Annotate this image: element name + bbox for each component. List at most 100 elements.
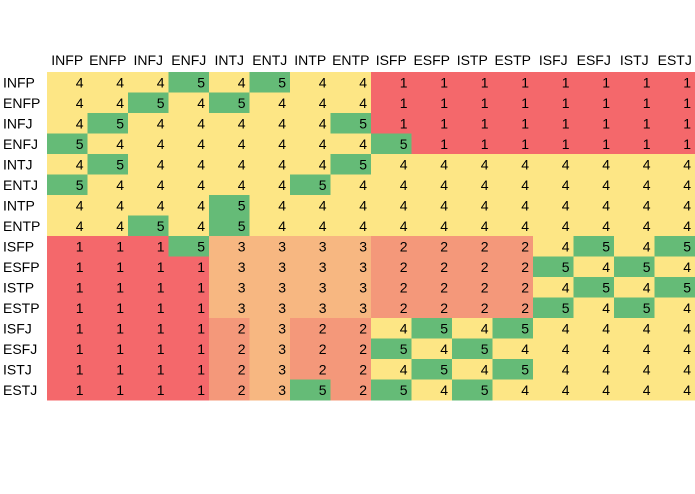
cell-value-label: 5 <box>238 95 246 111</box>
cell-value-label: 4 <box>319 197 327 213</box>
cell-value-label: 4 <box>683 341 691 357</box>
cell-value-label: 1 <box>521 136 529 152</box>
cell-estp-esfp <box>411 297 453 319</box>
column-tick-labels: INFP ENFP INFJ ENFJ INTJ ENTJ INTP ENTP ISFP ESFP… <box>51 52 692 68</box>
cell-istj-istj <box>614 359 655 380</box>
cell-enfp-estj <box>654 92 695 114</box>
cell-infj-isfp <box>371 113 412 134</box>
cell-value-label: 5 <box>683 238 691 254</box>
cell-value-label: 1 <box>643 95 651 111</box>
cell-value-label: 1 <box>157 279 165 295</box>
cell-esfp-istp <box>452 256 493 278</box>
cell-value-label: 2 <box>238 341 246 357</box>
cell-value-label: 4 <box>643 341 651 357</box>
cell-estp-infj <box>128 297 169 319</box>
cell-value-label: 4 <box>683 361 691 377</box>
cell-value-label: 4 <box>602 197 610 213</box>
cell-value-label: 5 <box>359 156 367 172</box>
cell-value-label: 1 <box>116 382 124 398</box>
cell-estj-isfp <box>371 379 412 401</box>
cell-entj-infj <box>128 174 169 196</box>
cell-entp-infj <box>128 215 169 237</box>
cell-value-label: 5 <box>319 382 327 398</box>
cell-value-label: 5 <box>521 320 529 336</box>
cell-esfp-istj <box>614 256 655 278</box>
cell-entj-istp <box>452 174 493 196</box>
cell-entp-istj <box>614 215 655 237</box>
cell-infp-estp <box>492 72 534 93</box>
cell-value-label: 1 <box>76 259 84 275</box>
cell-value-label: 1 <box>157 382 165 398</box>
cell-istj-intj <box>209 359 250 380</box>
cell-value-label: 4 <box>157 156 165 172</box>
cell-estj-intp <box>290 379 331 401</box>
cell-istj-estj <box>654 359 695 380</box>
row-label-isfp: ISFP <box>3 238 34 254</box>
cell-estj-esfj <box>573 379 615 401</box>
cell-istp-enfp <box>87 277 129 298</box>
cell-value-label: 2 <box>359 382 367 398</box>
cell-value-label: 4 <box>562 218 570 234</box>
cell-esfj-entp <box>330 338 372 360</box>
cell-istp-estp <box>492 277 534 298</box>
cell-value-label: 1 <box>521 115 529 131</box>
cell-isfp-isfj <box>533 236 574 257</box>
cell-isfj-istp <box>452 318 493 339</box>
cell-value-label: 4 <box>643 279 651 295</box>
cell-isfp-istp <box>452 236 493 257</box>
cell-infp-enfj <box>168 72 210 93</box>
cell-istp-intj <box>209 277 250 298</box>
column-label-esfj: ESFJ <box>577 52 611 68</box>
cell-intj-enfj <box>168 154 210 175</box>
cell-istp-entj <box>249 277 291 298</box>
cell-estp-intp <box>290 297 331 319</box>
cell-value-label: 1 <box>683 74 691 90</box>
cell-estp-estj <box>654 297 695 319</box>
cell-enfj-enfj <box>168 133 210 155</box>
cell-value-label: 1 <box>157 341 165 357</box>
cell-istp-esfj <box>573 277 615 298</box>
cell-value-label: 4 <box>197 115 205 131</box>
cell-value-label: 4 <box>602 218 610 234</box>
cell-value-label: 4 <box>400 197 408 213</box>
cell-infj-entj <box>249 113 291 134</box>
cell-value-label: 1 <box>481 74 489 90</box>
cell-value-label: 1 <box>197 259 205 275</box>
column-label-entp: ENTP <box>332 52 369 68</box>
cell-enfj-esfj <box>573 133 615 155</box>
cell-value-label: 4 <box>76 115 84 131</box>
cell-value-label: 1 <box>400 95 408 111</box>
row-tick-labels: INFP ENFP INFJ ENFJ INTJ ENTJ INTP ENTP ISFP ESFP… <box>3 74 40 398</box>
cell-enfj-estj <box>654 133 695 155</box>
cell-value-label: 4 <box>157 197 165 213</box>
cell-value-label: 2 <box>440 279 448 295</box>
cell-esfp-entp <box>330 256 372 278</box>
cell-istp-esfp <box>411 277 453 298</box>
cell-isfp-infj <box>128 236 169 257</box>
cell-value-label: 2 <box>400 259 408 275</box>
cell-value-label: 4 <box>602 341 610 357</box>
cell-intp-esfp <box>411 195 453 216</box>
cell-value-label: 1 <box>76 279 84 295</box>
cell-value-label: 2 <box>319 361 327 377</box>
cell-istj-estp <box>492 359 534 380</box>
cell-esfp-esfp <box>411 256 453 278</box>
cell-esfp-entj <box>249 256 291 278</box>
cell-entj-entp <box>330 174 372 196</box>
cell-value-label: 3 <box>319 300 327 316</box>
cell-value-label: 1 <box>76 238 84 254</box>
cell-intj-infp <box>47 154 88 175</box>
cell-value-label: 1 <box>157 259 165 275</box>
cell-value-label: 4 <box>116 177 124 193</box>
cell-entj-istj <box>614 174 655 196</box>
cell-value-label: 3 <box>359 279 367 295</box>
column-label-infj: INFJ <box>133 52 163 68</box>
cell-value-label: 1 <box>683 95 691 111</box>
cell-value-label: 5 <box>643 259 651 275</box>
cell-istp-enfj <box>168 277 210 298</box>
cell-enfp-intj <box>209 92 250 114</box>
cell-value-label: 4 <box>683 382 691 398</box>
cell-entj-intp <box>290 174 331 196</box>
cell-value-label: 5 <box>562 300 570 316</box>
cell-value-label: 4 <box>238 74 246 90</box>
